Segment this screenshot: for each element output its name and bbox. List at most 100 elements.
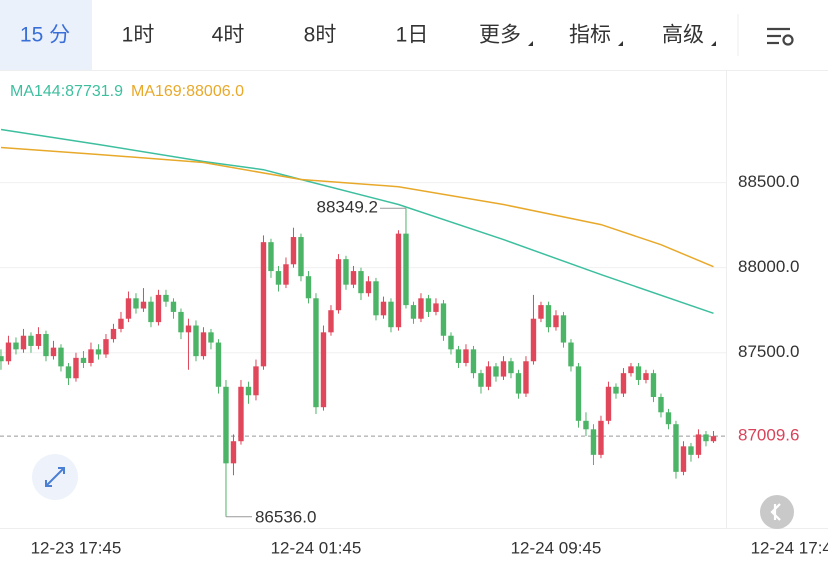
expand-button[interactable] (32, 454, 78, 500)
candle-body (125, 298, 132, 319)
tab[interactable]: 4时 (212, 24, 245, 47)
candle-body (245, 386, 252, 396)
candle-body (268, 242, 274, 272)
candle-body (643, 373, 649, 380)
tab[interactable]: 更多 (479, 24, 521, 47)
candle-body (178, 311, 184, 333)
candle-body (275, 271, 282, 285)
candle-body (373, 281, 379, 316)
candle-body (448, 335, 454, 350)
candle-body (335, 259, 342, 311)
y-tick-label: 88500.0 (738, 172, 799, 191)
candle-body (350, 271, 357, 285)
low-label: 86536.0 (255, 507, 316, 526)
dropdown-arrow (528, 41, 533, 46)
candle-body (380, 301, 387, 316)
candle-body (298, 237, 304, 277)
candle-body (140, 301, 147, 309)
candle-body (425, 298, 432, 312)
back-latest-button[interactable] (760, 495, 794, 529)
candle-body (110, 328, 117, 340)
candle-body (583, 420, 589, 430)
candle-body (185, 325, 192, 333)
candle-body (58, 347, 64, 367)
candle-body (680, 446, 687, 472)
candle-body (553, 315, 559, 328)
candle-body (418, 298, 424, 319)
candle-body (80, 357, 87, 363)
candle-body (328, 310, 334, 333)
candle-body (230, 441, 237, 464)
candle-body (658, 396, 664, 413)
candle-body (493, 366, 499, 377)
candle-body (613, 386, 619, 394)
candle-body (590, 429, 597, 455)
dropdown-arrow (618, 41, 623, 46)
candle-body (440, 303, 447, 336)
tab-selected-bg (0, 0, 92, 70)
candle-body (103, 339, 109, 355)
candle-body (673, 424, 679, 472)
candle-body (35, 334, 42, 346)
candle-body (118, 318, 124, 329)
candle-body (538, 305, 544, 319)
candle-body (313, 298, 319, 408)
high-label: 88349.2 (317, 198, 378, 217)
candle-body (365, 281, 372, 294)
candle-body (568, 342, 574, 367)
candle-body (470, 349, 477, 374)
tab[interactable]: 1日 (396, 24, 429, 47)
y-tick-label: 87500.0 (738, 342, 799, 361)
candle-body (665, 412, 672, 425)
candle-body (73, 357, 79, 379)
ma-line (0, 146, 714, 268)
current-price-label: 87009.6 (738, 426, 799, 445)
candle-body (5, 342, 12, 362)
candle-body (200, 332, 207, 357)
candle-body (485, 366, 492, 387)
candle-body (620, 373, 627, 394)
candle-body (395, 233, 402, 328)
candle-body (388, 301, 394, 328)
candle-body (343, 259, 349, 285)
tab[interactable]: 1时 (122, 24, 155, 47)
candle-body (215, 342, 222, 387)
candle-body (223, 386, 229, 464)
tab[interactable]: 8时 (304, 24, 337, 47)
candle-body (688, 446, 694, 455)
candle-body (320, 332, 327, 408)
candle-body (598, 420, 604, 455)
tab-bar (0, 0, 828, 70)
settings-icon[interactable] (767, 27, 794, 46)
candle-body (148, 301, 154, 323)
candle-body (515, 373, 522, 394)
candle-body (523, 361, 529, 394)
candle-body (133, 298, 139, 309)
candle-body (43, 334, 49, 357)
x-tick-label: 12-24 17:45 (751, 538, 828, 557)
candle-body (170, 301, 177, 312)
candle-body (650, 373, 657, 397)
ma-legend: MA169:88006.0 (131, 83, 244, 100)
x-tick-label: 12-24 01:45 (271, 538, 362, 557)
tab[interactable]: 15 分 (20, 24, 70, 47)
ma-legend: MA144:87731.9 (10, 83, 123, 100)
candle-body (635, 366, 642, 380)
candle-body (20, 335, 27, 350)
candle-body (710, 436, 717, 442)
candle-body (605, 386, 612, 421)
candle-body (560, 315, 567, 343)
dropdown-arrow (711, 41, 716, 46)
candle-body (13, 342, 19, 350)
tab[interactable]: 高级 (662, 24, 704, 47)
tab[interactable]: 指标 (569, 24, 611, 47)
candle-body (703, 434, 709, 442)
candle-body (305, 276, 312, 299)
candle-body (88, 349, 94, 363)
candle-body (65, 366, 72, 379)
candle-body (575, 366, 582, 421)
candle-body (253, 366, 259, 396)
candle-body (0, 356, 4, 362)
